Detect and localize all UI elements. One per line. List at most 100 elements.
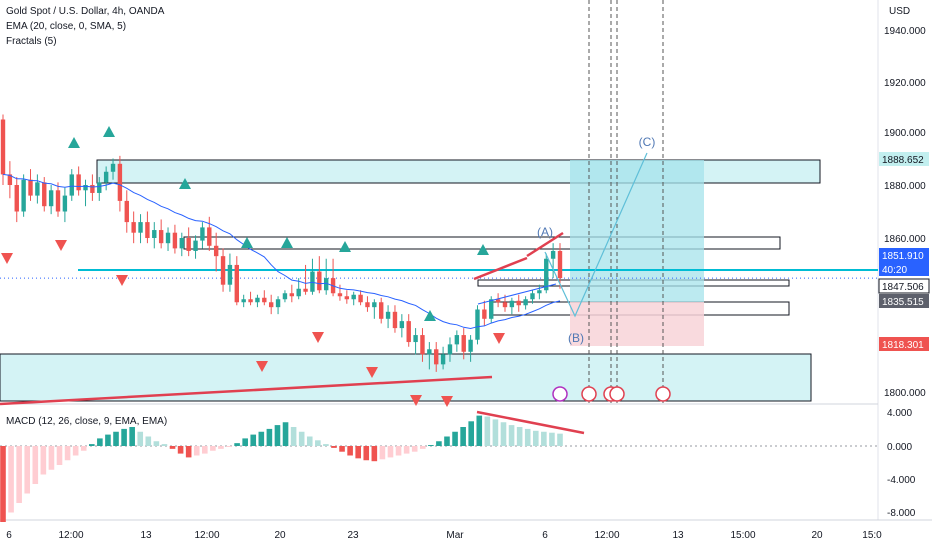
candle-body — [234, 264, 240, 303]
candle-body — [530, 293, 535, 300]
candle-body — [172, 232, 178, 249]
candle-body — [537, 290, 542, 294]
fractal-up-marker — [339, 241, 351, 252]
fractals-indicator-label[interactable]: Fractals (5) — [6, 36, 57, 47]
macd-bar — [185, 446, 192, 458]
candle-body — [516, 300, 521, 306]
wedge-lower-line — [473, 256, 528, 281]
candle-body — [296, 288, 301, 297]
fractal-down-marker — [55, 240, 67, 251]
candle-body — [489, 299, 494, 319]
macd-bar — [177, 446, 184, 454]
time-axis-label: Mar — [446, 530, 464, 541]
candle-body — [241, 299, 246, 303]
macd-bar — [347, 446, 353, 456]
candle-body — [103, 171, 109, 183]
macd-indicator-label[interactable]: MACD (12, 26, close, 9, EMA, EMA) — [6, 416, 168, 427]
candle-body — [447, 344, 453, 355]
economic-event-icon[interactable] — [609, 386, 625, 402]
fractal-up-marker — [241, 237, 253, 248]
ema-line — [2, 173, 561, 330]
candle-body — [523, 299, 528, 306]
candle-body — [317, 271, 322, 291]
macd-bar — [202, 446, 208, 454]
candle-body — [544, 258, 549, 291]
macd-bar — [88, 444, 95, 446]
candle-body — [379, 302, 384, 319]
candle-body — [55, 190, 61, 212]
time-axis-label: 12:00 — [58, 530, 83, 541]
fractal-up-marker — [424, 310, 436, 321]
fractal-up-marker — [179, 178, 191, 189]
candle-body — [385, 311, 391, 319]
fractal-down-marker — [366, 367, 378, 378]
macd-bar — [403, 446, 410, 454]
candle-body — [21, 179, 26, 212]
ema-indicator-label[interactable]: EMA (20, close, 0, SMA, 5) — [6, 21, 127, 32]
candle-body — [255, 297, 260, 303]
macd-bar — [56, 446, 63, 465]
macd-bar — [444, 436, 450, 446]
economic-event-icon[interactable] — [581, 386, 597, 402]
macd-bar — [484, 416, 491, 446]
stop-zone — [570, 302, 704, 346]
candle-body — [138, 222, 143, 233]
candle-body — [117, 163, 123, 201]
resistance-zone — [96, 159, 821, 184]
fractal-up-marker — [103, 126, 115, 137]
price-tag-label: 1835.515 — [882, 297, 924, 308]
macd-bar — [557, 433, 563, 446]
time-axis-label: 6 — [542, 530, 548, 541]
candle-body — [186, 238, 191, 251]
channel-line — [477, 283, 557, 305]
fractal-down-marker — [1, 253, 13, 264]
candle-body — [454, 335, 460, 345]
candle-body — [427, 349, 432, 355]
candle-body — [434, 349, 439, 365]
price-tag-label: 1818.301 — [882, 340, 924, 351]
macd-bar — [97, 438, 103, 446]
price-axis-label: 1940.000 — [884, 26, 926, 37]
price-axis-label: 1900.000 — [884, 128, 926, 139]
candle-body — [550, 250, 556, 259]
macd-bar — [169, 446, 176, 449]
macd-bar — [226, 446, 232, 447]
price-tag — [879, 294, 929, 308]
price-tag — [879, 337, 929, 351]
macd-bar — [48, 446, 55, 470]
fractal-down-marker — [116, 275, 128, 286]
macd-bar — [274, 425, 281, 446]
macd-bar — [161, 444, 168, 446]
time-axis-label: 12:00 — [194, 530, 219, 541]
fractal-down-marker — [493, 333, 505, 344]
candle-body — [220, 256, 226, 285]
candle-body — [227, 264, 233, 285]
candle-body — [0, 119, 6, 175]
economic-event-icon[interactable] — [552, 386, 568, 402]
macd-bar — [80, 446, 87, 451]
candle-body — [358, 294, 363, 303]
macd-axis-label: 0.000 — [887, 442, 912, 453]
macd-bar — [282, 422, 289, 446]
price-tag-label: 1851.910 — [882, 251, 924, 262]
macd-bar — [468, 421, 475, 446]
fractal-down-marker — [256, 361, 268, 372]
macd-bar — [524, 428, 531, 446]
time-axis-label: 13 — [672, 530, 684, 541]
macd-bar — [387, 446, 394, 458]
economic-event-icon[interactable] — [655, 386, 671, 402]
candle-body — [83, 185, 88, 191]
time-axis-label: 12:00 — [594, 530, 619, 541]
candle-body — [158, 230, 164, 244]
macd-bar — [476, 415, 483, 446]
candle-body — [152, 230, 157, 238]
symbol-title[interactable]: Gold Spot / U.S. Dollar, 4h, OANDA — [6, 6, 165, 17]
macd-bar — [105, 434, 111, 446]
price-axis-label: 1800.000 — [884, 388, 926, 399]
candle-body — [42, 182, 47, 207]
macd-bar — [532, 430, 539, 446]
candle-body — [495, 299, 501, 303]
fractal-up-marker — [68, 137, 80, 148]
time-axis-label: 23 — [347, 530, 359, 541]
